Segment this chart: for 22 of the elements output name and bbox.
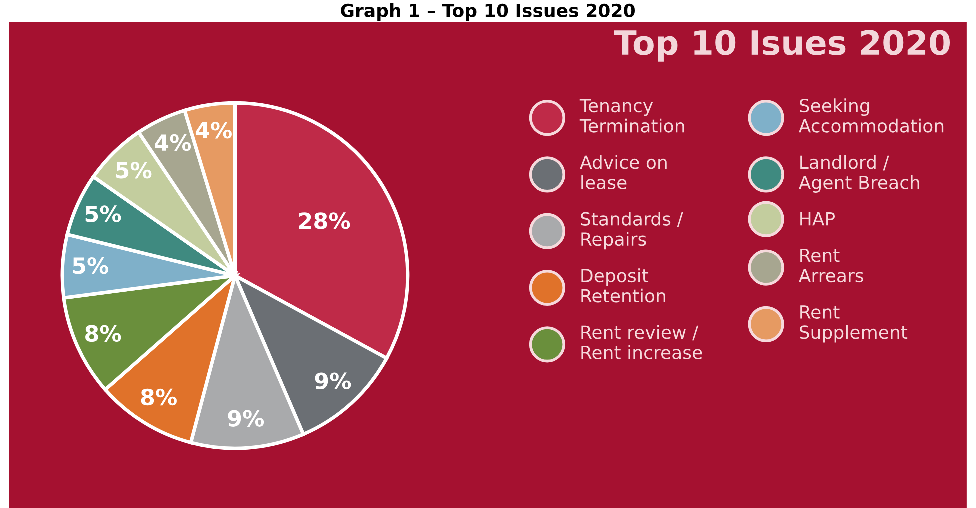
legend-label: HAP — [800, 212, 836, 226]
legend-label: Rent review / Rent increase — [582, 325, 702, 360]
data-label: 5% — [73, 257, 109, 274]
data-label: 5% — [116, 162, 152, 179]
data-label: 28% — [299, 212, 350, 230]
legend-label: Advice on lease — [580, 155, 667, 190]
legend-label: Tenancy Termination — [580, 99, 684, 133]
legend-label: Deposit Retention — [582, 268, 666, 303]
data-label: 5% — [86, 206, 122, 222]
chart-subtitle: Top 10 Isues 2020 — [614, 30, 950, 62]
data-label: 9% — [315, 372, 352, 390]
legend-label: Rent Arrears — [798, 248, 864, 283]
data-label: 4% — [155, 134, 192, 152]
legend-label: Rent Supplement — [800, 306, 908, 343]
data-label: 4% — [196, 122, 232, 139]
legend-label: Landlord / Agent Breach — [798, 155, 920, 194]
data-label: 8% — [141, 388, 177, 406]
data-label: 9% — [228, 410, 264, 427]
data-label: 8% — [86, 325, 122, 342]
legend-label: Standards / Repairs — [581, 212, 684, 250]
chart-title: Graph 1 – Top 10 Issues 2020 — [341, 4, 635, 22]
legend-label: Seeking Accommodation — [798, 98, 944, 133]
